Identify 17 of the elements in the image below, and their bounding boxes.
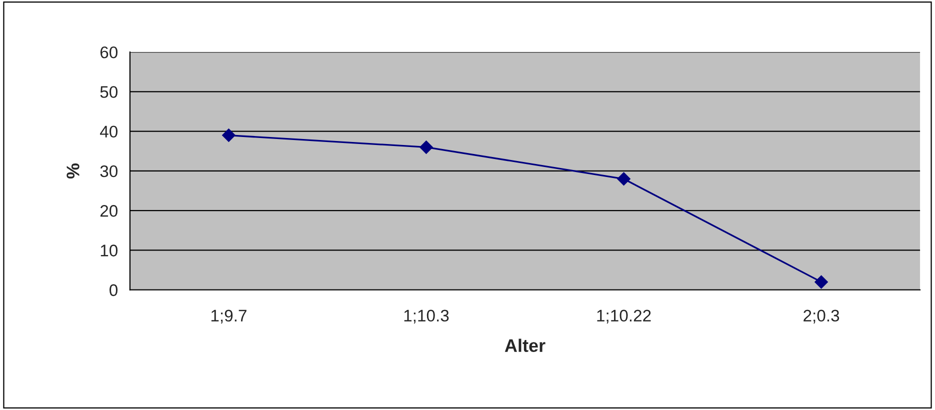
point — [814, 275, 828, 289]
y-tick-label: 60 — [100, 46, 118, 58]
y-tick-label: 40 — [100, 126, 118, 138]
y-tick-label: 50 — [100, 86, 118, 98]
point — [420, 140, 433, 154]
point — [617, 172, 630, 186]
x-tick-label: 2;0.3 — [804, 310, 840, 324]
x-axis-title: Alter — [504, 338, 546, 352]
x-tick-label: 1;10.3 — [404, 310, 449, 324]
y-tick-label: 0 — [110, 284, 118, 296]
y-axis-title: % — [66, 163, 80, 179]
y-tick-label: 30 — [100, 165, 118, 178]
x-tick-label: 1;10.22 — [597, 310, 651, 324]
y-tick-label: 20 — [100, 205, 118, 217]
point — [222, 128, 236, 142]
x-tick-label: 1;9.7 — [211, 310, 246, 324]
y-tick-label: 10 — [100, 244, 118, 256]
